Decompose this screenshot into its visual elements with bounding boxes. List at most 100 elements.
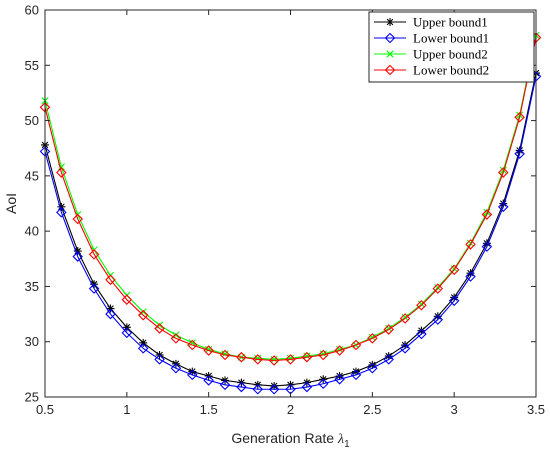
data-point xyxy=(334,374,345,385)
data-point xyxy=(417,326,426,335)
data-point xyxy=(139,338,148,347)
data-point xyxy=(399,313,411,324)
data-point xyxy=(270,355,278,363)
data-point xyxy=(499,166,507,174)
data-point xyxy=(334,345,345,356)
data-point xyxy=(384,352,393,361)
data-point xyxy=(301,351,313,363)
y-tick-label: 50 xyxy=(25,113,39,128)
data-point xyxy=(72,251,84,262)
data-point xyxy=(268,355,280,366)
data-point xyxy=(497,167,509,178)
legend-marker xyxy=(384,64,396,76)
legend-label: Lower bound1 xyxy=(413,31,489,46)
data-point xyxy=(448,295,460,307)
data-point xyxy=(154,323,165,334)
data-point xyxy=(203,375,214,386)
data-point xyxy=(383,354,394,365)
legend-item-lower-bound1: Lower bound1 xyxy=(374,31,489,46)
data-point xyxy=(317,349,329,361)
ticks-layer: 0.5 1 1.5 2 2.5 3 3.5 25 30 35 40 45 50 55 60 xyxy=(25,3,546,418)
data-point xyxy=(317,378,329,390)
legend-marker xyxy=(386,50,394,58)
x-tick-label: 1.5 xyxy=(200,402,218,417)
data-point xyxy=(254,354,262,362)
data-point xyxy=(481,241,493,252)
data-point xyxy=(432,283,444,294)
data-point xyxy=(465,239,476,250)
y-axis-label: AoI xyxy=(3,193,19,214)
data-point xyxy=(72,213,84,225)
data-point xyxy=(188,367,197,376)
data-point xyxy=(187,369,198,381)
data-point xyxy=(137,343,149,354)
data-point xyxy=(514,111,525,123)
series-line-lower-bound1 xyxy=(44,76,537,390)
legend-label: Upper bound1 xyxy=(413,15,488,30)
data-point xyxy=(368,360,377,369)
legend-label: Upper bound2 xyxy=(413,47,488,62)
data-point xyxy=(236,351,247,363)
data-point xyxy=(106,304,115,313)
data-point xyxy=(236,381,247,393)
y-tick-label: 60 xyxy=(25,3,39,18)
data-point xyxy=(448,264,460,276)
data-point xyxy=(188,339,196,347)
data-point xyxy=(482,239,491,248)
x-tick-label: 0.5 xyxy=(36,402,54,417)
data-point xyxy=(515,146,524,155)
legend-item-upper-bound2: Upper bound2 xyxy=(374,47,488,62)
data-point xyxy=(170,362,182,374)
data-point xyxy=(319,350,327,358)
data-point xyxy=(433,312,442,321)
data-point xyxy=(286,354,295,362)
x-tick-label: 1 xyxy=(123,402,130,417)
y-tick-label: 25 xyxy=(25,390,39,405)
x-tick-label: 2 xyxy=(287,402,294,417)
legend-item-upper-bound1: Upper bound1 xyxy=(374,15,488,30)
data-point xyxy=(383,324,394,335)
data-point xyxy=(303,352,311,360)
data-point xyxy=(416,299,427,311)
data-point xyxy=(221,350,229,358)
data-point xyxy=(270,381,279,390)
data-point xyxy=(481,209,493,220)
data-point xyxy=(137,309,149,321)
data-point xyxy=(350,339,362,351)
x-axis-label: Generation Rate λ1 xyxy=(231,430,350,450)
data-point xyxy=(401,341,410,350)
data-point xyxy=(105,308,116,320)
data-point xyxy=(367,362,378,374)
data-point xyxy=(268,383,280,395)
data-point xyxy=(252,383,264,395)
y-tick-label: 45 xyxy=(25,168,39,183)
y-tick-label: 40 xyxy=(25,224,39,239)
legend-item-lower-bound2: Lower bound2 xyxy=(374,63,489,78)
data-point xyxy=(56,167,67,178)
data-point xyxy=(499,199,508,208)
data-point xyxy=(350,369,362,381)
data-point xyxy=(399,343,411,354)
data-point xyxy=(88,283,100,294)
data-point xyxy=(203,345,214,356)
data-point xyxy=(219,349,231,361)
data-point xyxy=(450,293,459,302)
y-tick-label: 55 xyxy=(25,58,39,73)
data-point xyxy=(170,333,182,344)
data-point xyxy=(416,328,427,340)
legend-marker xyxy=(384,32,396,44)
data-point xyxy=(301,381,313,393)
data-point xyxy=(139,308,147,316)
data-point xyxy=(497,201,509,213)
x-tick-label: 3.5 xyxy=(527,402,545,417)
data-point xyxy=(57,202,66,211)
legend-marker xyxy=(386,18,394,26)
x-tick-label: 3 xyxy=(451,402,458,417)
data-point xyxy=(367,333,378,344)
data-point xyxy=(154,354,165,365)
data-point xyxy=(465,271,476,282)
data-point xyxy=(219,379,231,391)
x-axis-label-subscript: 1 xyxy=(344,439,350,450)
